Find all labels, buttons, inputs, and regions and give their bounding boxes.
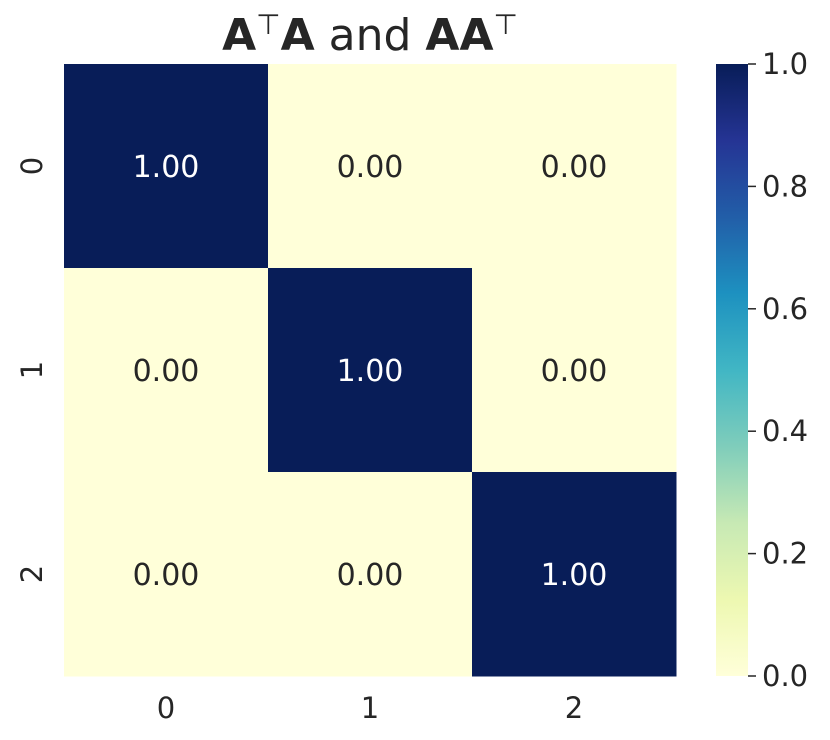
heatmap-cell [268, 268, 473, 473]
heatmap-cell [472, 472, 677, 677]
colorbar-tick-label: 0.6 [762, 292, 808, 326]
colorbar: 0.0 0.2 0.4 0.6 0.8 1.0 [716, 47, 808, 693]
cell-value-label: 1.00 [541, 558, 608, 593]
heatmap-cell [64, 268, 269, 473]
x-tick-label: 2 [565, 691, 583, 725]
heatmap-cell [268, 64, 473, 269]
y-tick-label: 2 [15, 565, 49, 583]
colorbar-gradient [716, 64, 748, 676]
title-part: and [315, 10, 426, 61]
cell-value-label: 1.00 [133, 150, 200, 185]
heatmap-cell [268, 472, 473, 677]
title-part: A [222, 10, 256, 61]
heatmap-cell [64, 64, 269, 269]
colorbar-tick-label: 0.4 [762, 414, 808, 448]
title-part: AA [425, 10, 493, 61]
x-tick-label: 1 [361, 691, 379, 725]
title-transpose-symbol: ⊤ [256, 8, 280, 41]
cell-value-label: 0.00 [541, 150, 608, 185]
colorbar-tick-label: 0.8 [762, 169, 808, 203]
cell-value-label: 0.00 [337, 558, 404, 593]
colorbar-tick-label: 0.0 [762, 659, 808, 693]
x-tick-label: 0 [157, 691, 175, 725]
y-axis: 0 1 2 [15, 157, 49, 583]
x-axis: 0 1 2 [157, 691, 583, 725]
colorbar-tick-label: 0.2 [762, 537, 808, 571]
cell-value-label: 0.00 [133, 558, 200, 593]
chart-title: A⊤A and AA⊤ [222, 8, 518, 61]
title-transpose-symbol: ⊤ [494, 8, 518, 41]
cell-value-label: 0.00 [133, 354, 200, 389]
heatmap-cell [64, 472, 269, 677]
heatmap-cell [472, 268, 677, 473]
title-part: A [281, 10, 315, 61]
cell-value-label: 1.00 [337, 354, 404, 389]
y-tick-label: 0 [15, 157, 49, 175]
heatmap-cells: 1.00 0.00 0.00 0.00 1.00 0.00 0.00 0.00 1.00 [64, 64, 677, 677]
heatmap-cell [472, 64, 677, 269]
y-tick-label: 1 [15, 361, 49, 379]
colorbar-tick-label: 1.0 [762, 47, 808, 81]
cell-value-label: 0.00 [337, 150, 404, 185]
cell-value-label: 0.00 [541, 354, 608, 389]
